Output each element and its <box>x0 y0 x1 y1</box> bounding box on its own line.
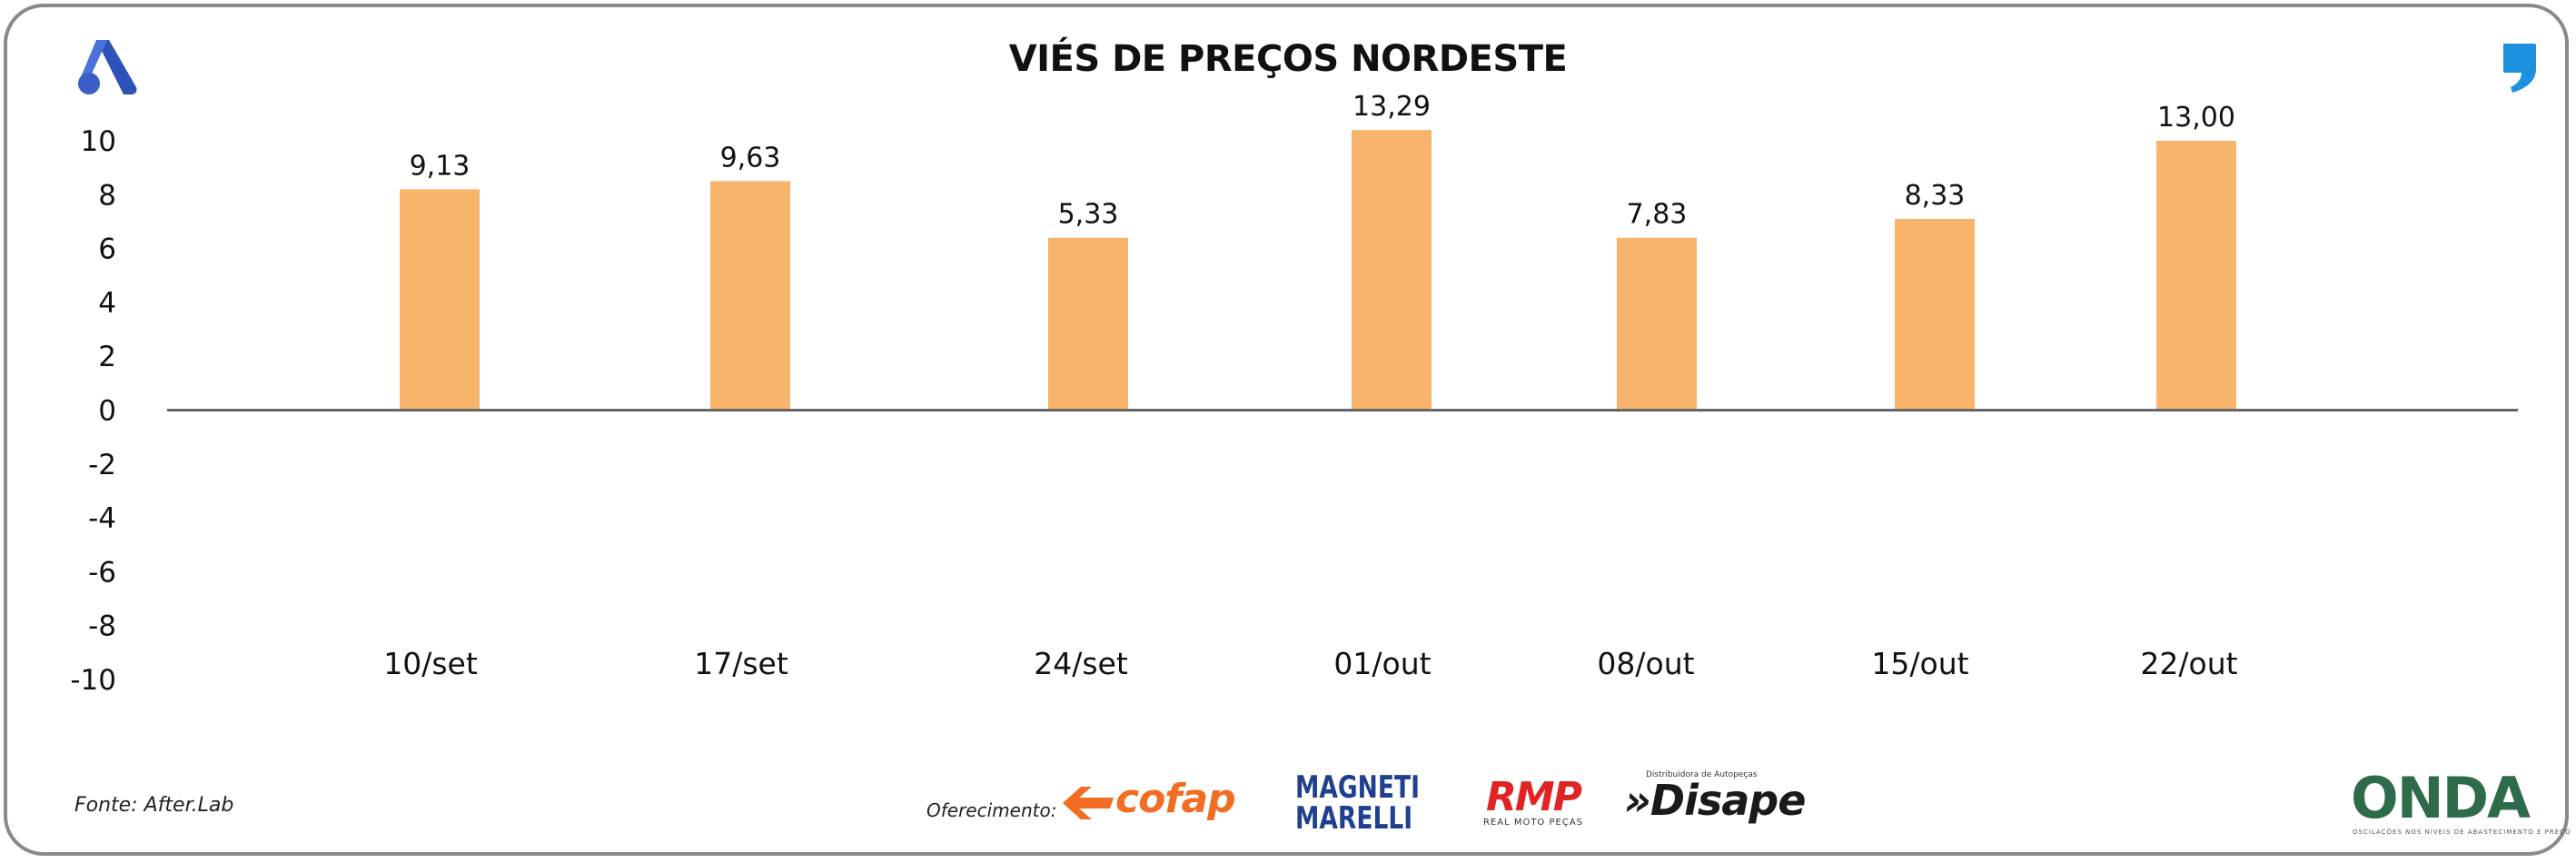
y-tick-label: 2 <box>98 341 116 373</box>
y-tick-label: 4 <box>98 287 116 320</box>
cofap-logo-icon <box>1063 787 1114 819</box>
sponsor-disape: »Disape <box>1624 776 1806 825</box>
y-tick-label: 0 <box>98 395 116 428</box>
y-tick-label: -6 <box>88 556 116 589</box>
y-tick-label: -10 <box>70 664 116 697</box>
y-tick-label: -2 <box>88 449 116 481</box>
magneti-line2: MARELLI <box>1295 800 1413 837</box>
bar <box>1617 237 1697 411</box>
y-tick-label: -4 <box>88 502 116 535</box>
sponsor-rmp: RMP <box>1486 774 1582 820</box>
x-tick-label: 22/out <box>2140 646 2237 681</box>
card-frame <box>4 4 2569 856</box>
bars <box>400 130 2236 411</box>
y-tick-label: 10 <box>81 125 116 158</box>
data-label: 8,33 <box>1905 180 1966 212</box>
data-label: 5,33 <box>1058 199 1119 231</box>
x-tick-label: 15/out <box>1871 646 1968 681</box>
bar <box>710 181 790 411</box>
data-label: 9,63 <box>720 142 781 174</box>
a-logo-icon <box>78 40 137 94</box>
quote-icon <box>2503 44 2536 93</box>
x-tick-label: 08/out <box>1597 646 1694 681</box>
x-tick-label: 10/set <box>383 646 478 681</box>
bar <box>1352 130 1432 411</box>
bar <box>1895 218 1975 411</box>
sponsor-disape-sub: Distribuidora de Autopeças <box>1646 770 1758 779</box>
data-label: 13,00 <box>2157 102 2235 134</box>
bar <box>2156 141 2236 411</box>
x-axis-ticks: 10/set 17/set 24/set 01/out 08/out 15/out 22/o… <box>383 646 2237 681</box>
data-label: 7,83 <box>1627 199 1688 231</box>
bar <box>400 189 480 411</box>
y-tick-label: 8 <box>98 179 116 212</box>
sponsor-rmp-sub: REAL MOTO PEÇAS <box>1482 818 1584 828</box>
x-tick-label: 24/set <box>1034 646 1128 681</box>
sponsor-cofap: cofap <box>1115 776 1236 822</box>
data-labels: 9,13 9,63 5,33 13,29 7,83 8,33 13,00 <box>410 91 2235 231</box>
x-tick-label: 17/set <box>694 646 788 681</box>
chart-title: VIÉS DE PREÇOS NORDESTE <box>1008 38 1568 80</box>
x-tick-label: 01/out <box>1333 646 1431 681</box>
bar <box>1048 237 1128 411</box>
data-label: 9,13 <box>410 150 471 182</box>
offer-label: Oferecimento: <box>926 799 1057 821</box>
source-note: Fonte: After.Lab <box>74 794 234 817</box>
y-tick-label: 6 <box>98 233 116 266</box>
onda-tagline: OSCILAÇÕES NOS NÍVEIS DE ABASTECIMENTO E… <box>2353 828 2571 836</box>
y-tick-label: -8 <box>88 610 116 643</box>
y-axis-ticks: 10 8 6 4 2 0 -2 -4 -6 -8 -10 <box>70 125 116 697</box>
magneti-line1: MAGNETI <box>1295 769 1420 806</box>
data-label: 13,29 <box>1352 91 1431 123</box>
sponsor-magneti-marelli: MAGNETI MARELLI <box>1295 769 1420 837</box>
onda-logo: ONDA <box>2351 765 2531 831</box>
